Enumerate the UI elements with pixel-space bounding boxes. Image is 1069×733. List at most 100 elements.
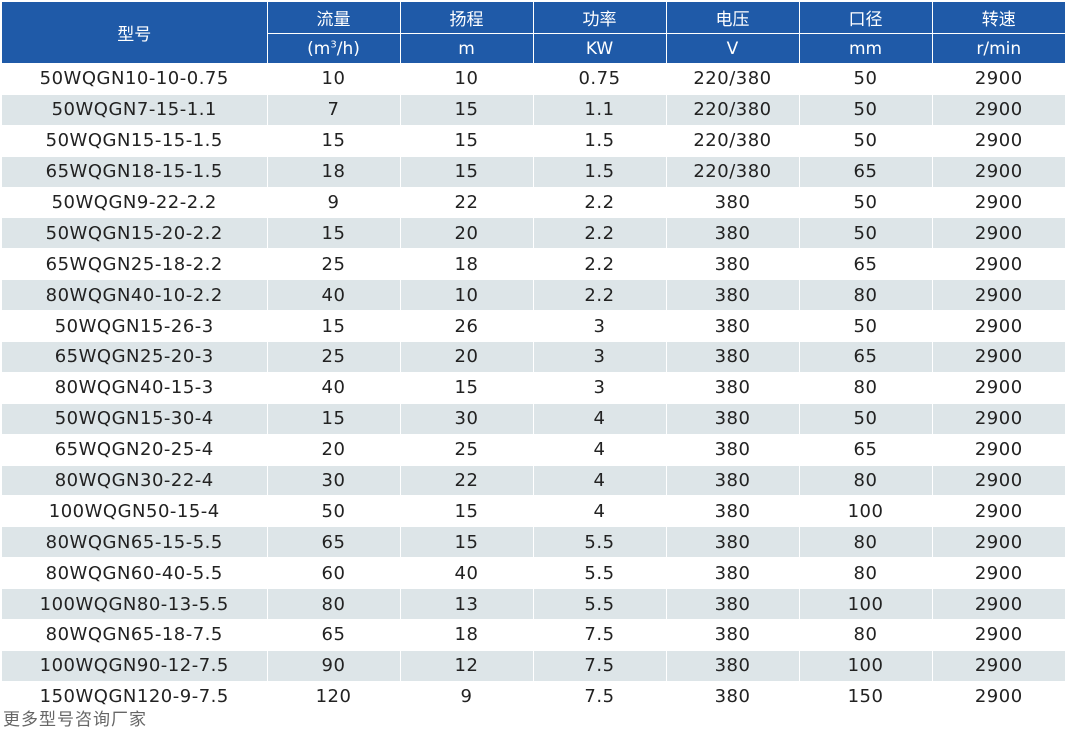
cell-caliber: 100	[799, 650, 933, 682]
table-row: 65WQGN20-25-4 20 25 4 380 65 2900	[2, 434, 1065, 466]
cell-model: 100WQGN80-13-5.5	[2, 588, 268, 621]
cell-voltage: 220/380	[666, 63, 800, 95]
cell-flow: 30	[267, 465, 401, 497]
cell-power: 2.2	[533, 248, 667, 281]
table-row: 65WQGN25-18-2.2 25 18 2.2 380 65 2900	[2, 248, 1065, 281]
cell-power: 0.75	[533, 63, 667, 95]
table-header: 型号 流量 扬程 功率 电压 口径 转速 (m3/h) m KW V mm r/…	[2, 2, 1065, 64]
cell-power: 5.5	[533, 526, 667, 559]
cell-flow: 65	[267, 526, 401, 559]
cell-power: 7.5	[533, 681, 667, 713]
cell-power: 5.5	[533, 588, 667, 621]
cell-flow: 15	[267, 217, 401, 250]
cell-head: 22	[400, 465, 534, 497]
cell-voltage: 380	[666, 495, 800, 528]
table-row: 50WQGN15-20-2.2 15 20 2.2 380 50 2900	[2, 217, 1065, 250]
cell-caliber: 80	[799, 465, 933, 497]
cell-voltage: 380	[666, 279, 800, 312]
header-power: 功率	[533, 2, 667, 34]
cell-voltage: 380	[666, 403, 800, 435]
cell-voltage: 380	[666, 526, 800, 559]
cell-speed: 2900	[932, 681, 1065, 713]
table-row: 80WQGN40-10-2.2 40 10 2.2 380 80 2900	[2, 279, 1065, 312]
cell-flow: 25	[267, 341, 401, 373]
cell-flow: 90	[267, 650, 401, 682]
cell-voltage: 220/380	[666, 156, 800, 188]
cell-head: 18	[400, 619, 534, 651]
cell-head: 20	[400, 217, 534, 250]
cell-caliber: 50	[799, 94, 933, 126]
cell-voltage: 380	[666, 217, 800, 250]
cell-speed: 2900	[932, 217, 1065, 250]
cell-voltage: 380	[666, 650, 800, 682]
cell-voltage: 380	[666, 248, 800, 281]
table-row: 80WQGN60-40-5.5 60 40 5.5 380 80 2900	[2, 557, 1065, 590]
cell-caliber: 80	[799, 526, 933, 559]
cell-caliber: 100	[799, 495, 933, 528]
cell-power: 4	[533, 465, 667, 497]
cell-speed: 2900	[932, 94, 1065, 126]
table-row: 65WQGN18-15-1.5 18 15 1.5 220/380 65 2900	[2, 156, 1065, 188]
cell-power: 2.2	[533, 279, 667, 312]
cell-flow: 60	[267, 557, 401, 590]
cell-head: 30	[400, 403, 534, 435]
table-row: 50WQGN7-15-1.1 7 15 1.1 220/380 50 2900	[2, 94, 1065, 126]
table-row: 80WQGN40-15-3 40 15 3 380 80 2900	[2, 372, 1065, 404]
cell-model: 100WQGN50-15-4	[2, 495, 268, 528]
cell-speed: 2900	[932, 63, 1065, 95]
cell-model: 100WQGN90-12-7.5	[2, 650, 268, 682]
cell-speed: 2900	[932, 341, 1065, 373]
cell-caliber: 65	[799, 434, 933, 466]
cell-head: 26	[400, 310, 534, 343]
cell-speed: 2900	[932, 187, 1065, 219]
cell-head: 18	[400, 248, 534, 281]
cell-power: 4	[533, 434, 667, 466]
cell-head: 9	[400, 681, 534, 713]
unit-power: KW	[533, 33, 667, 64]
cell-caliber: 65	[799, 248, 933, 281]
cell-speed: 2900	[932, 156, 1065, 188]
cell-speed: 2900	[932, 495, 1065, 528]
cell-power: 7.5	[533, 650, 667, 682]
cell-flow: 18	[267, 156, 401, 188]
footer-note: 更多型号咨询厂家	[3, 710, 147, 730]
cell-power: 1.5	[533, 156, 667, 188]
cell-flow: 50	[267, 495, 401, 528]
cell-flow: 65	[267, 619, 401, 651]
cell-head: 15	[400, 94, 534, 126]
table-row: 100WQGN90-12-7.5 90 12 7.5 380 100 2900	[2, 650, 1065, 682]
cell-head: 15	[400, 372, 534, 404]
table-body: 50WQGN10-10-0.75 10 10 0.75 220/380 50 2900 50W…	[2, 63, 1065, 713]
cell-flow: 40	[267, 279, 401, 312]
cell-power: 4	[533, 495, 667, 528]
cell-power: 3	[533, 341, 667, 373]
cell-model: 50WQGN15-20-2.2	[2, 217, 268, 250]
cell-power: 3	[533, 310, 667, 343]
cell-power: 1.5	[533, 125, 667, 157]
cell-head: 40	[400, 557, 534, 590]
table-row: 50WQGN15-26-3 15 26 3 380 50 2900	[2, 310, 1065, 343]
header-head: 扬程	[400, 2, 534, 34]
cell-model: 65WQGN20-25-4	[2, 434, 268, 466]
cell-voltage: 380	[666, 588, 800, 621]
cell-power: 4	[533, 403, 667, 435]
unit-head: m	[400, 33, 534, 64]
table-row: 100WQGN80-13-5.5 80 13 5.5 380 100 2900	[2, 588, 1065, 621]
table-row: 100WQGN50-15-4 50 15 4 380 100 2900	[2, 495, 1065, 528]
header-model: 型号	[2, 2, 268, 64]
cell-model: 50WQGN10-10-0.75	[2, 63, 268, 95]
cell-flow: 15	[267, 125, 401, 157]
cell-caliber: 50	[799, 187, 933, 219]
cell-voltage: 380	[666, 434, 800, 466]
cell-speed: 2900	[932, 403, 1065, 435]
table-row: 50WQGN15-15-1.5 15 15 1.5 220/380 50 2900	[2, 125, 1065, 157]
cell-power: 7.5	[533, 619, 667, 651]
cell-flow: 15	[267, 403, 401, 435]
cell-caliber: 65	[799, 341, 933, 373]
cell-power: 5.5	[533, 557, 667, 590]
cell-caliber: 50	[799, 125, 933, 157]
header-flow: 流量	[267, 2, 401, 34]
cell-caliber: 80	[799, 557, 933, 590]
header-voltage: 电压	[666, 2, 800, 34]
cell-head: 10	[400, 63, 534, 95]
